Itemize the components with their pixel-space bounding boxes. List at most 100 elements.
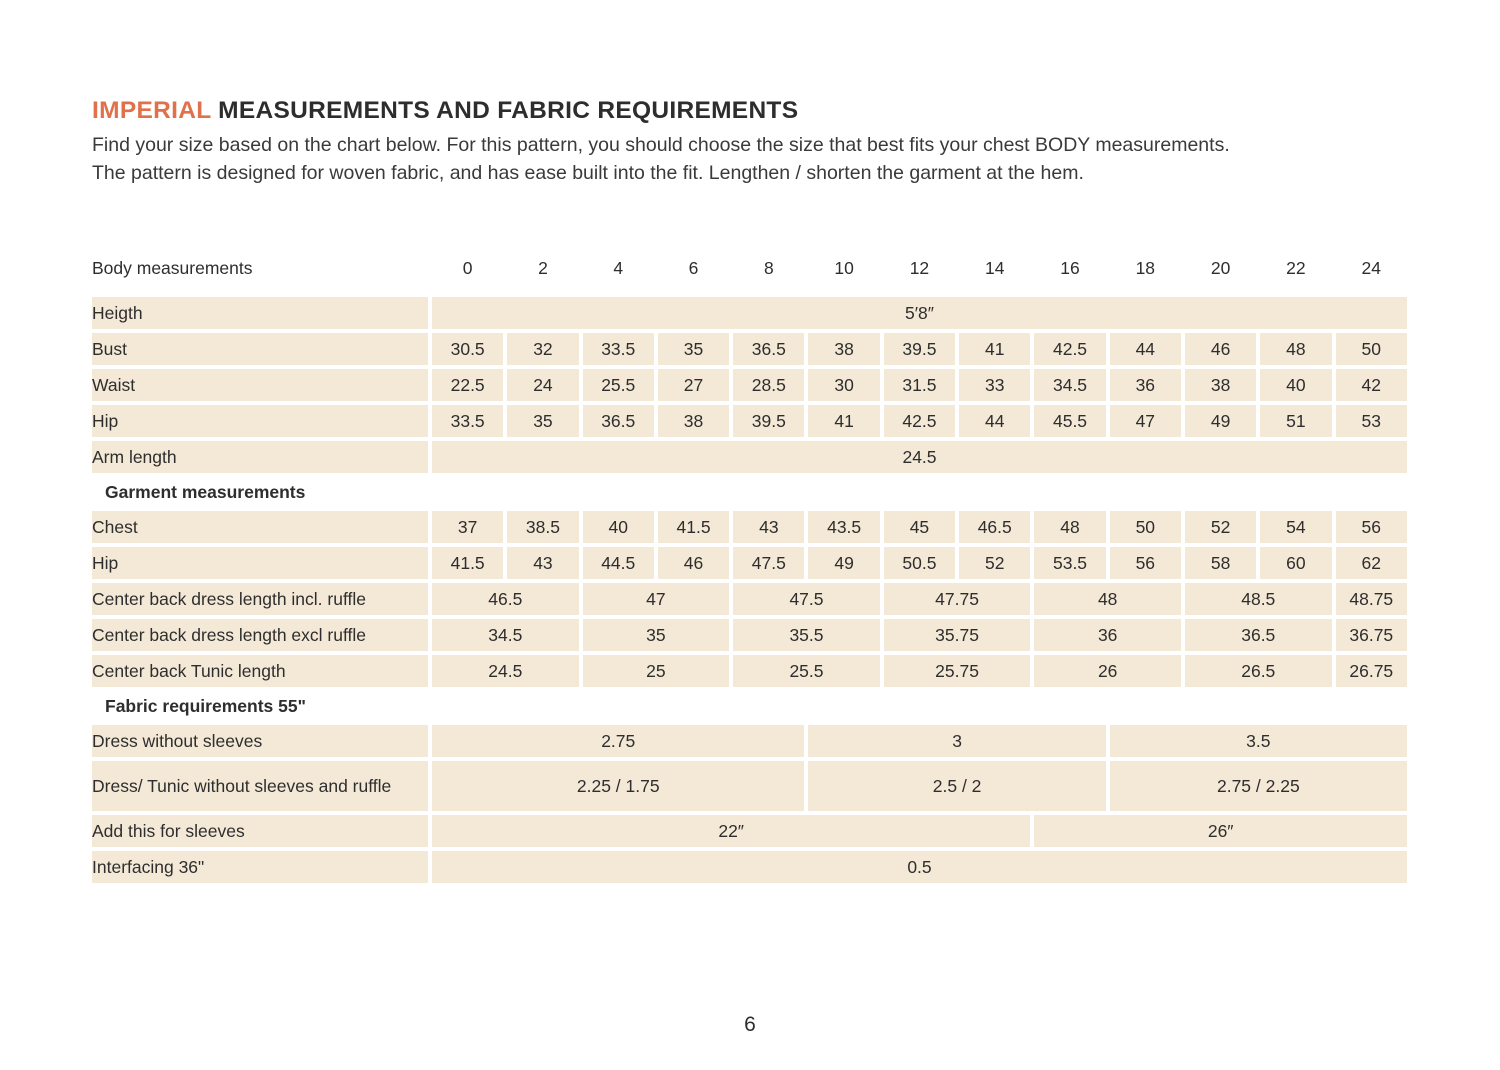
value-cell: 49 [808,547,880,579]
value-cell: 45 [883,511,956,543]
row-label: Hip [92,547,428,579]
value-cell: 48.75 [1335,583,1407,615]
value-cell: 51 [1260,405,1332,437]
value-cell: 41 [808,405,880,437]
row-label: Bust [92,333,428,365]
table-row: Heigth 5′8″ [92,297,1407,329]
size-header-cell: 24 [1335,243,1407,293]
size-header-cell: 10 [808,243,880,293]
value-cell: 35 [507,405,579,437]
value-cell: 30 [808,369,880,401]
value-cell: 36.5 [733,333,805,365]
page-title: IMPERIAL MEASUREMENTS AND FABRIC REQUIRE… [92,97,1411,125]
value-cell: 42 [1335,369,1407,401]
value-cell: 2.75 [432,725,805,757]
value-cell: 47.5 [733,547,805,579]
value-cell: 41 [959,333,1031,365]
table-row: Hip 33.5 35 36.5 38 39.5 41 42.5 44 45.5 47 49 51 53 [92,405,1407,437]
row-label: Hip [92,405,428,437]
value-cell: 47 [582,583,730,615]
value-cell: 52 [1184,511,1257,543]
row-label: Arm length [92,441,428,473]
row-label: Add this for sleeves [92,815,428,847]
section-row: Fabric requirements 55" [92,691,1407,721]
value-cell: 53.5 [1034,547,1106,579]
value-cell: 31.5 [883,369,956,401]
value-cell: 32 [507,333,579,365]
value-cell: 3 [808,725,1106,757]
value-cell: 25 [582,655,730,687]
table-header-label: Body measurements [92,243,428,293]
value-cell: 38 [1184,369,1257,401]
row-label: Center back dress length incl. ruffle [92,583,428,615]
table-row: Arm length 24.5 [92,441,1407,473]
row-label: Waist [92,369,428,401]
value-cell: 43.5 [808,511,880,543]
value-cell: 35 [657,333,730,365]
table-row: Interfacing 36" 0.5 [92,851,1407,883]
row-label: Heigth [92,297,428,329]
value-cell: 24.5 [432,441,1407,473]
value-cell: 39.5 [733,405,805,437]
value-cell: 22.5 [432,369,504,401]
value-cell: 47.5 [733,583,880,615]
value-cell: 30.5 [432,333,504,365]
value-cell: 0.5 [432,851,1407,883]
value-cell: 5′8″ [432,297,1407,329]
value-cell: 35.75 [883,619,1031,651]
value-cell: 48 [1260,333,1332,365]
value-cell: 42.5 [1034,333,1106,365]
value-cell: 43 [733,511,805,543]
row-label: Dress without sleeves [92,725,428,757]
value-cell: 47 [1109,405,1181,437]
page-number: 6 [744,1013,756,1036]
value-cell: 25.75 [883,655,1031,687]
value-cell: 38.5 [507,511,579,543]
measurement-table-body: Heigth 5′8″ Bust 30.5 32 33.5 35 36.5 38 39.5 41 42… [92,297,1407,883]
value-cell: 34.5 [1034,369,1106,401]
size-header-cell: 0 [432,243,504,293]
size-header-cell: 2 [507,243,579,293]
value-cell: 46 [657,547,730,579]
value-cell: 24.5 [432,655,579,687]
value-cell: 54 [1260,511,1332,543]
value-cell: 22″ [432,815,1031,847]
measurement-table: Body measurements 0 2 4 6 8 10 12 14 16 18 20 22 24 … [88,239,1411,887]
value-cell: 44 [959,405,1031,437]
value-cell: 50 [1335,333,1407,365]
table-row: Dress without sleeves 2.75 3 3.5 [92,725,1407,757]
size-header-cell: 4 [582,243,654,293]
value-cell: 33.5 [582,333,654,365]
row-label: Center back Tunic length [92,655,428,687]
value-cell: 35 [582,619,730,651]
value-cell: 47.75 [883,583,1031,615]
value-cell: 38 [808,333,880,365]
table-row: Hip 41.5 43 44.5 46 47.5 49 50.5 52 53.5 56 58 60 62 [92,547,1407,579]
value-cell: 44.5 [582,547,654,579]
value-cell: 48 [1034,583,1181,615]
row-label: Dress/ Tunic without sleeves and ruffle [92,761,428,811]
value-cell: 33.5 [432,405,504,437]
value-cell: 41.5 [432,547,504,579]
value-cell: 2.75 / 2.25 [1109,761,1407,811]
value-cell: 28.5 [733,369,805,401]
row-label: Chest [92,511,428,543]
value-cell: 56 [1335,511,1407,543]
size-header-cell: 8 [733,243,805,293]
value-cell: 26.75 [1335,655,1407,687]
value-cell: 43 [507,547,579,579]
value-cell: 34.5 [432,619,579,651]
value-cell: 50.5 [883,547,956,579]
value-cell: 25.5 [582,369,654,401]
value-cell: 44 [1109,333,1181,365]
value-cell: 36.5 [582,405,654,437]
value-cell: 48.5 [1184,583,1332,615]
value-cell: 56 [1109,547,1181,579]
size-header-cell: 14 [959,243,1031,293]
value-cell: 40 [1260,369,1332,401]
value-cell: 33 [959,369,1031,401]
value-cell: 3.5 [1109,725,1407,757]
value-cell: 36.75 [1335,619,1407,651]
value-cell: 49 [1184,405,1257,437]
size-header-cell: 6 [657,243,730,293]
